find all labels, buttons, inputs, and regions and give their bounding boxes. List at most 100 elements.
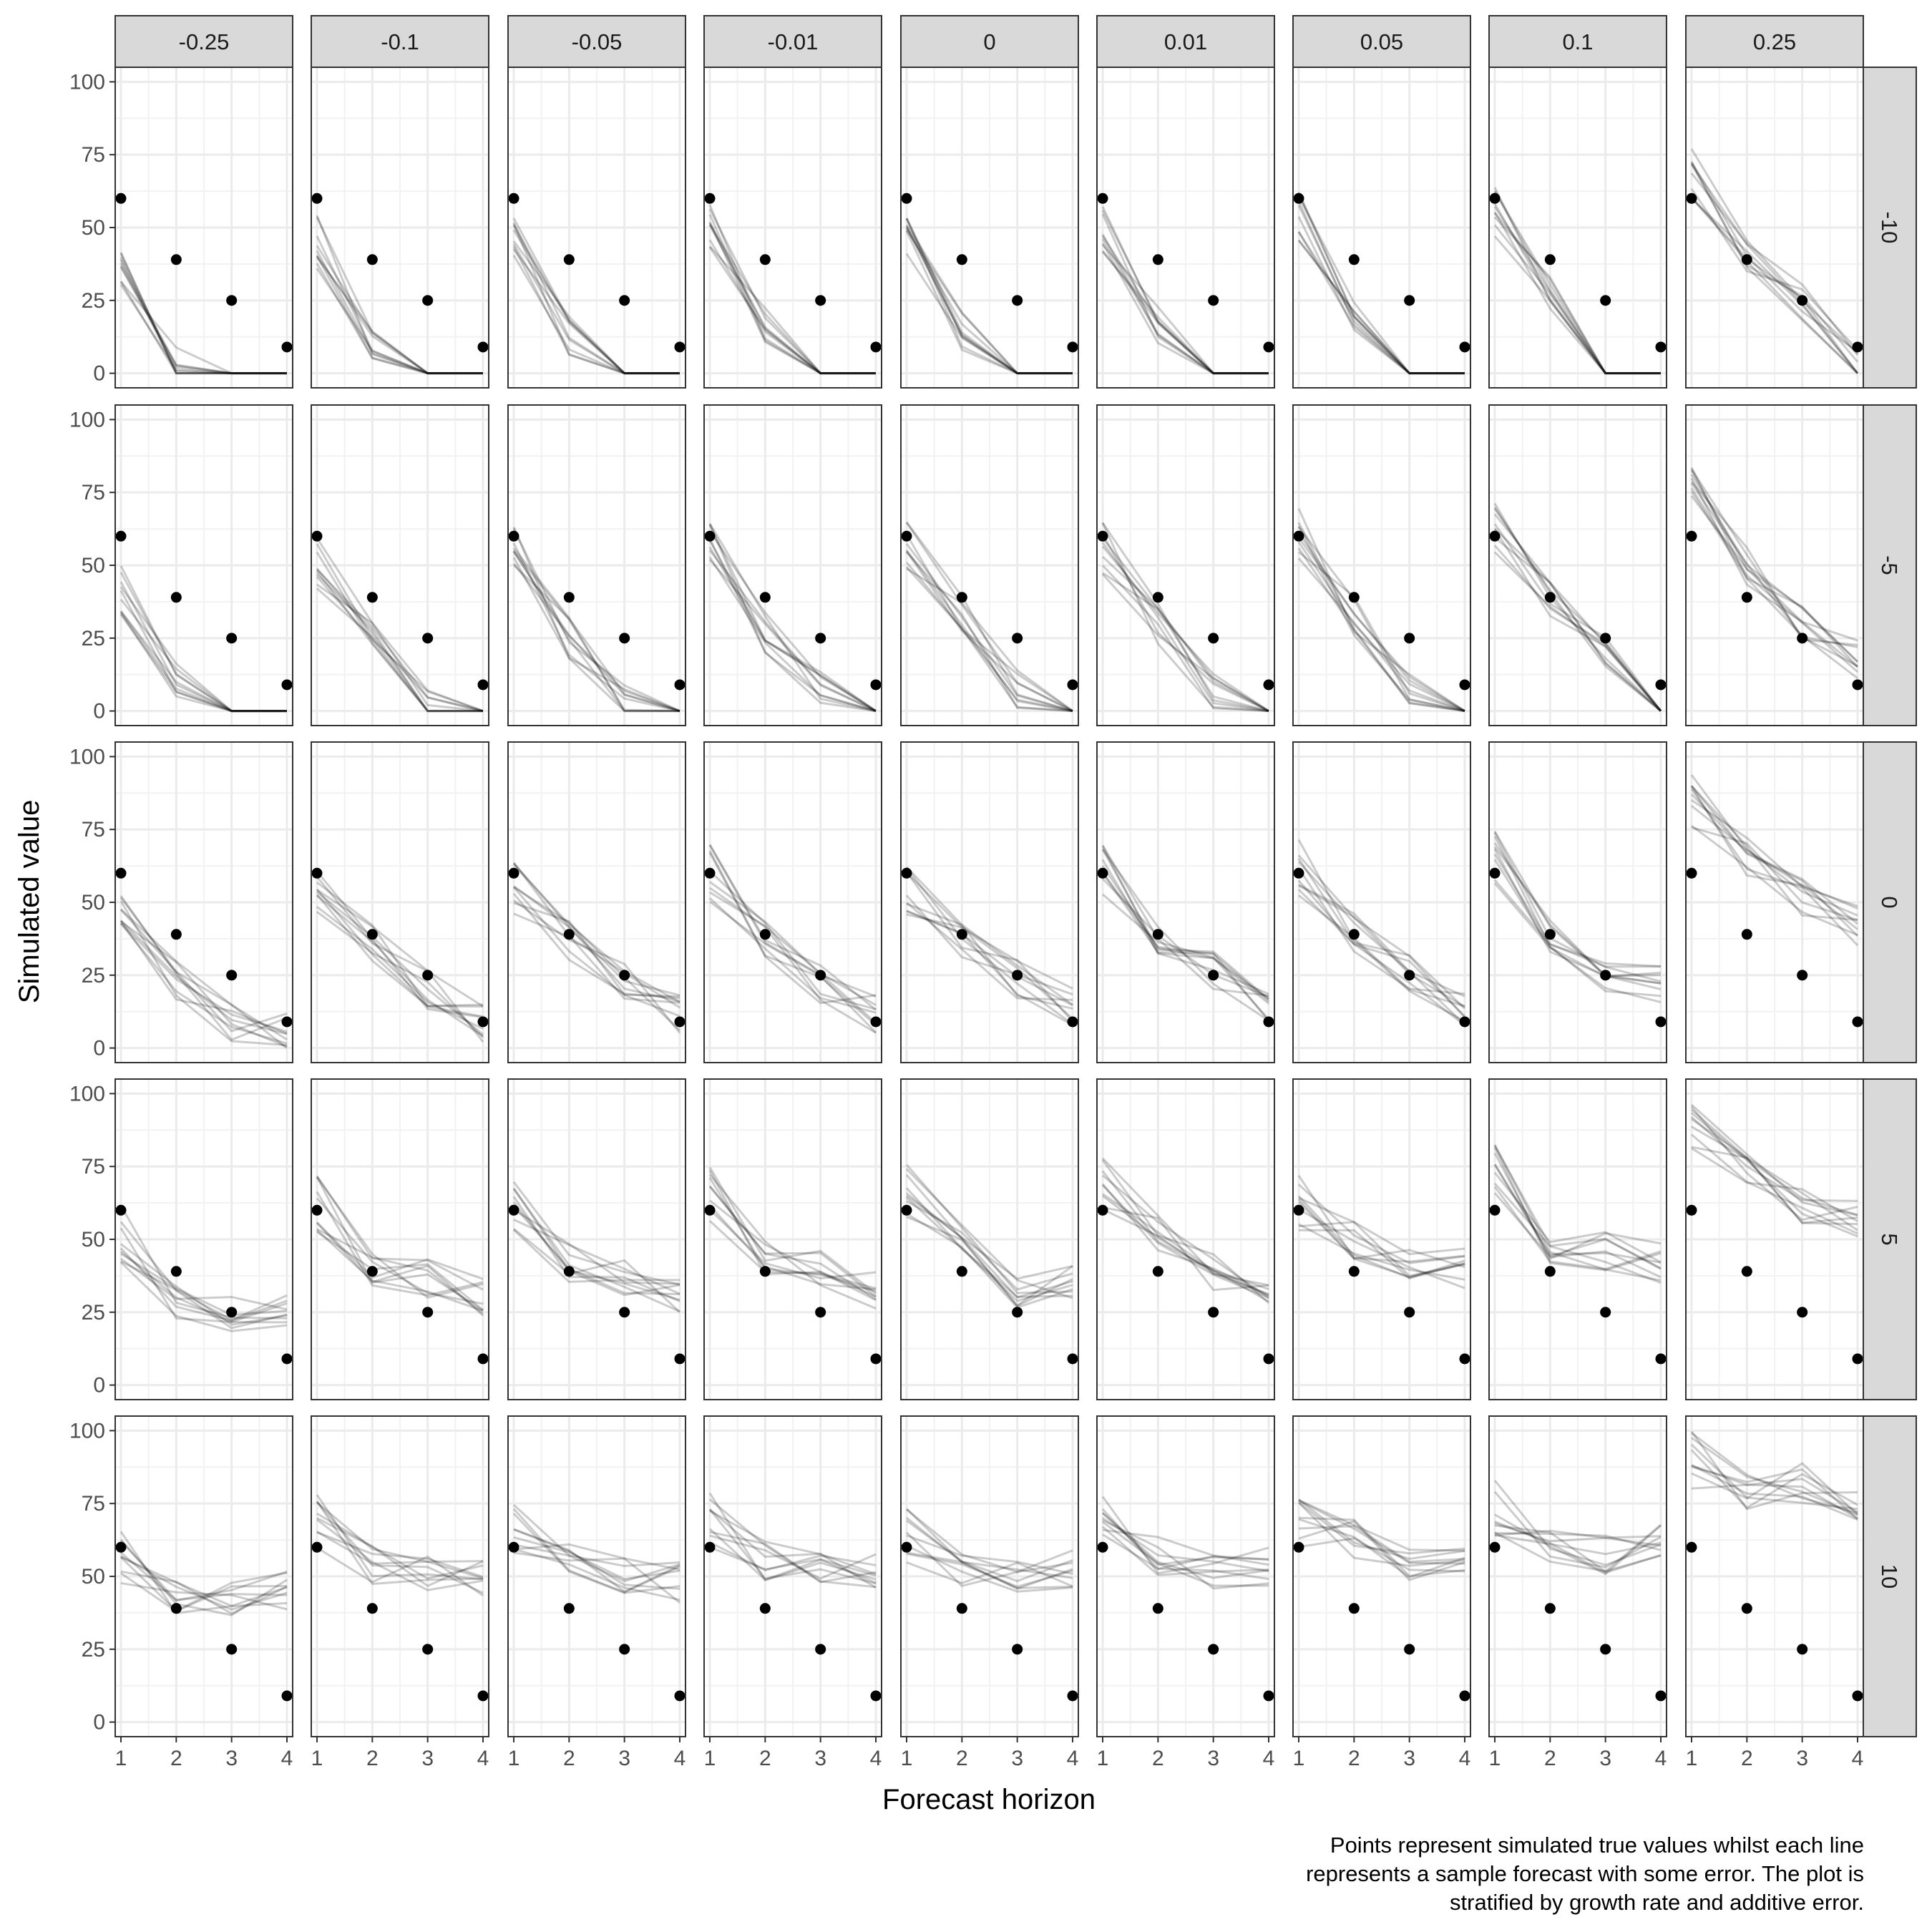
sample-forecast-line [1101,235,1269,375]
sample-forecast-line [708,850,877,1026]
sample-forecast-line [1690,469,1859,663]
truth-point [1852,679,1863,691]
panel [311,404,489,726]
sample-forecast-line [905,227,1073,375]
truth-point [956,1603,967,1614]
sample-forecast-line [120,1572,288,1613]
y-tick-label: 100 [69,1082,105,1106]
panel-border [311,741,489,1063]
sample-forecast-line [905,1168,1073,1299]
sample-forecast-line [1493,1152,1662,1261]
sample-forecast-line [1494,1521,1662,1574]
y-tick-label: 50 [82,216,105,240]
sample-forecast-line [1493,848,1662,990]
panel [1488,404,1667,726]
sample-forecast-line [1101,542,1269,713]
sample-forecast-line [1493,1186,1662,1271]
truth-point [1067,341,1078,353]
sample-forecast-line [119,1538,288,1616]
sample-forecast-line [1101,573,1269,712]
sample-forecast-line [316,256,483,375]
truth-point [1852,1690,1863,1702]
sample-forecast-line [316,263,483,375]
panel [114,404,293,726]
truth-point [1741,1266,1752,1277]
column-strip-label: -0.25 [179,29,230,54]
panel [703,1078,882,1400]
row-strip-box [1863,1415,1917,1737]
sample-forecast-line [512,246,680,375]
x-tick-label: 2 [366,1747,379,1770]
sample-forecast-line [1101,1170,1269,1290]
truth-point [1293,1541,1304,1553]
sample-forecast-line [119,613,287,713]
sample-forecast-line [1297,537,1465,712]
truth-point [366,254,378,265]
y-tick-label: 100 [69,1419,105,1443]
sample-forecast-line [1493,1163,1662,1270]
sample-forecast-line [512,240,680,375]
sample-forecast-line [1493,1491,1662,1568]
sample-forecast-line [513,1548,680,1601]
sample-forecast-line [708,1209,877,1279]
sample-forecast-line [708,844,877,1011]
panel [114,741,293,1063]
sample-forecast-line [1493,206,1661,375]
column-strip: -0.01 [703,15,882,68]
sample-forecast-line [1297,200,1465,375]
sample-forecast-line [1102,1517,1269,1573]
sample-forecast-line [120,1260,288,1322]
sample-forecast-line [708,246,876,375]
truth-point [1797,970,1808,981]
sample-forecast-line [1690,487,1858,673]
column-strips: -0.25 -0.1 -0.05 -0.01 0 0.01 0.05 0.1 0.25 [114,15,1864,68]
panel [900,404,1079,726]
x-tick-label: 3 [1599,1747,1611,1770]
sample-forecast-line [1101,522,1269,713]
sample-forecast-line [906,1553,1073,1589]
sample-forecast-line [1297,541,1465,712]
truth-point [226,1644,238,1655]
panel [1292,741,1471,1063]
x-tick-label: 1 [901,1747,913,1770]
sample-forecast-line [316,1518,484,1591]
sample-forecast-line [1494,1534,1662,1556]
truth-point [1152,1603,1163,1614]
truth-point [1797,1307,1808,1318]
sample-forecast-line [512,886,680,1018]
y-tick-label: 25 [82,1301,105,1324]
sample-forecast-line [1101,849,1269,1022]
sample-forecast-line [1493,528,1662,712]
truth-point [1263,341,1274,353]
x-tick-label: 4 [477,1747,489,1770]
sample-forecast-line [1297,525,1465,713]
column-strip-box [703,15,882,68]
x-tick-label: 3 [618,1747,630,1770]
panel-grid [114,67,1864,1737]
sample-forecast-line [1298,1499,1465,1552]
panel-border [507,404,686,726]
y-tick-label: 25 [82,289,105,313]
sample-forecast-line [1493,507,1662,712]
truth-point [170,592,182,603]
truth-point [281,1353,293,1365]
truth-point [759,592,771,603]
truth-point [1012,295,1023,306]
panel [703,67,882,389]
sample-forecast-line [1494,1513,1662,1576]
sample-forecast-line [708,225,876,375]
panel [1096,741,1275,1063]
truth-point [1067,1353,1078,1365]
x-tick-label: 1 [1293,1747,1305,1770]
sample-forecast-line [316,1231,484,1312]
sample-forecast-line [1298,551,1465,713]
sample-forecast-line [513,1551,680,1604]
panel [1685,1415,1864,1737]
sample-forecast-line [1101,210,1269,375]
row-strip: 5 [1863,1078,1917,1400]
truth-point [674,679,686,691]
sample-forecast-line [316,570,483,713]
sample-forecast-line [512,527,680,713]
x-tick-label: 2 [1152,1747,1164,1770]
sample-forecast-line [905,218,1073,375]
